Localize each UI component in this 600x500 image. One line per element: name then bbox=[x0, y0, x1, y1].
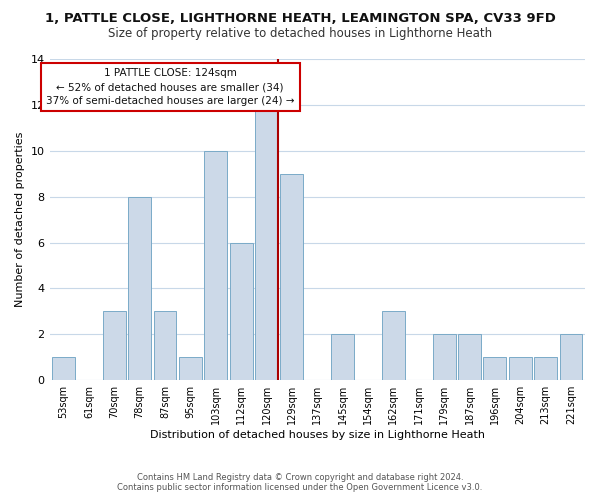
Bar bbox=[433, 334, 455, 380]
Bar bbox=[255, 105, 278, 380]
Text: Contains HM Land Registry data © Crown copyright and database right 2024.
Contai: Contains HM Land Registry data © Crown c… bbox=[118, 473, 482, 492]
Bar bbox=[382, 312, 405, 380]
Bar bbox=[331, 334, 354, 380]
Bar bbox=[179, 358, 202, 380]
Bar bbox=[458, 334, 481, 380]
Bar bbox=[103, 312, 125, 380]
Bar bbox=[484, 358, 506, 380]
Bar bbox=[509, 358, 532, 380]
Bar bbox=[230, 242, 253, 380]
Bar bbox=[280, 174, 304, 380]
Bar bbox=[128, 196, 151, 380]
Bar bbox=[560, 334, 583, 380]
Text: Size of property relative to detached houses in Lighthorne Heath: Size of property relative to detached ho… bbox=[108, 28, 492, 40]
Text: 1, PATTLE CLOSE, LIGHTHORNE HEATH, LEAMINGTON SPA, CV33 9FD: 1, PATTLE CLOSE, LIGHTHORNE HEATH, LEAMI… bbox=[44, 12, 556, 26]
Bar bbox=[154, 312, 176, 380]
X-axis label: Distribution of detached houses by size in Lighthorne Heath: Distribution of detached houses by size … bbox=[150, 430, 485, 440]
Bar bbox=[534, 358, 557, 380]
Bar bbox=[52, 358, 75, 380]
Bar bbox=[205, 151, 227, 380]
Y-axis label: Number of detached properties: Number of detached properties bbox=[15, 132, 25, 308]
Text: 1 PATTLE CLOSE: 124sqm
← 52% of detached houses are smaller (34)
37% of semi-det: 1 PATTLE CLOSE: 124sqm ← 52% of detached… bbox=[46, 68, 295, 106]
